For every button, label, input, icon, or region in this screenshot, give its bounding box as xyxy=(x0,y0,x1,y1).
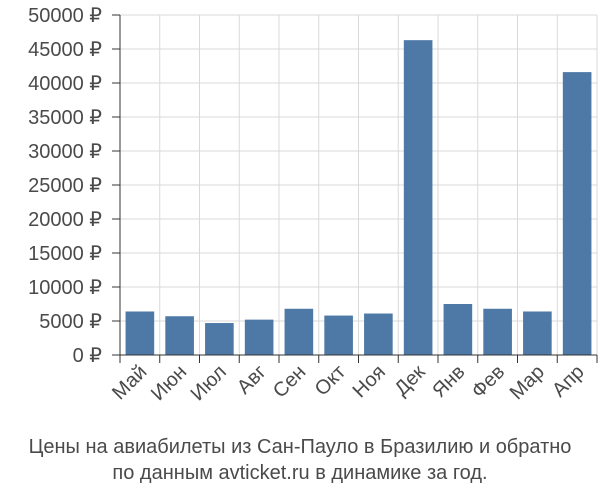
x-tick-label: Мар xyxy=(506,361,549,404)
bar-chart: 0 ₽ 5000 ₽ 10000 ₽ 15000 ₽ 20000 ₽ 25000 ₽ 300… xyxy=(28,5,598,405)
y-tick-label: 15000 ₽ xyxy=(28,243,102,265)
bar-Дек xyxy=(403,40,433,355)
x-tick-label: Май xyxy=(108,361,151,404)
bar-Фев xyxy=(483,308,512,355)
bar-Июл xyxy=(205,323,234,355)
y-tick-label: 0 ₽ xyxy=(73,345,103,367)
x-tick-label: Янв xyxy=(428,361,469,402)
bar-Сен xyxy=(284,308,314,355)
chart-caption-line-2: по данным avticket.ru в динамике за год. xyxy=(112,462,488,484)
x-tick-label: Окт xyxy=(311,361,350,400)
bar-Ноя xyxy=(364,313,393,355)
y-tick-label: 30000 ₽ xyxy=(28,141,102,163)
axes xyxy=(112,14,598,363)
y-tick-label: 5000 ₽ xyxy=(39,311,102,333)
bars xyxy=(125,40,592,356)
y-tick-label: 50000 ₽ xyxy=(28,5,102,27)
y-tick-label: 25000 ₽ xyxy=(28,175,102,197)
x-tick-label: Июл xyxy=(187,361,231,405)
y-tick-label: 35000 ₽ xyxy=(28,107,102,129)
y-tick-label: 45000 ₽ xyxy=(28,39,102,61)
x-tick-label: Апр xyxy=(548,361,589,402)
bar-Май xyxy=(125,311,155,355)
y-tick-labels: 0 ₽ 5000 ₽ 10000 ₽ 15000 ₽ 20000 ₽ 25000 ₽ 300… xyxy=(28,5,102,367)
y-tick-label: 40000 ₽ xyxy=(28,73,102,95)
x-tick-label: Сен xyxy=(269,361,310,402)
y-tick-label: 10000 ₽ xyxy=(28,277,102,299)
bar-Апр xyxy=(562,72,592,356)
bar-Авг xyxy=(244,319,274,355)
grid-lines xyxy=(119,14,598,356)
x-tick-label: Фев xyxy=(467,361,509,403)
chart-caption-line-1: Цены на авиабилеты из Сан-Пауло в Бразил… xyxy=(28,436,572,458)
bar-Июн xyxy=(165,316,194,355)
x-tick-label: Авг xyxy=(233,361,271,399)
y-tick-label: 20000 ₽ xyxy=(28,209,102,231)
bar-Янв xyxy=(443,304,473,355)
x-tick-label: Июн xyxy=(147,361,191,405)
x-tick-label: Дек xyxy=(390,361,429,400)
x-tick-label: Ноя xyxy=(349,361,390,402)
bar-Мар xyxy=(523,311,552,355)
bar-Окт xyxy=(324,315,353,355)
